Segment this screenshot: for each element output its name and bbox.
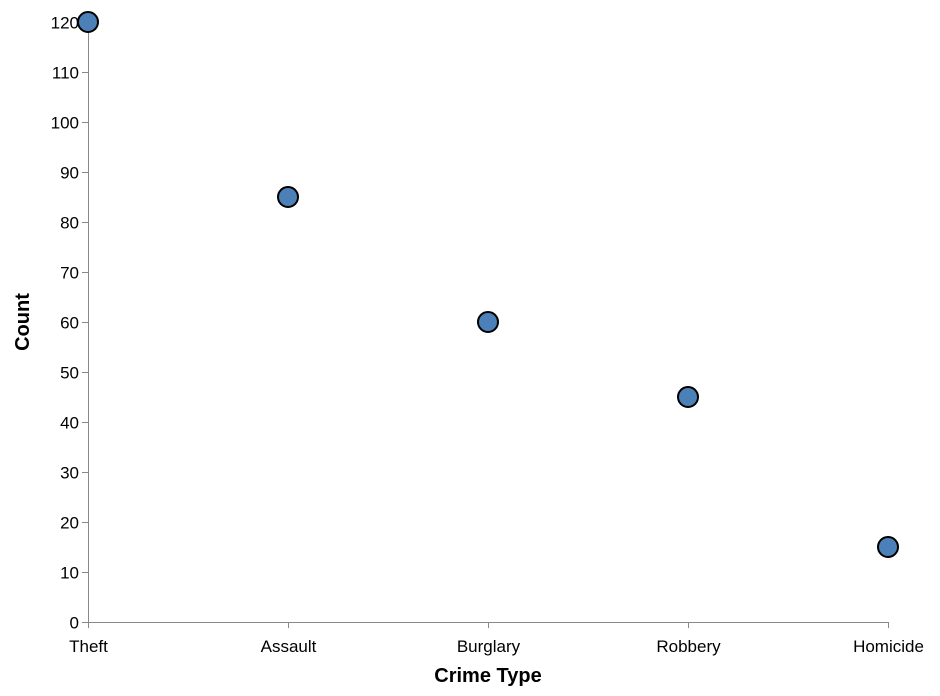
y-tick-label: 120	[51, 14, 79, 33]
data-point-homicide	[877, 536, 899, 558]
y-tick-label: 70	[60, 264, 79, 283]
data-points	[77, 11, 899, 558]
y-tick-label: 60	[60, 314, 79, 333]
y-tick-label: 20	[60, 514, 79, 533]
x-tick-label: Burglary	[457, 637, 521, 656]
y-tick-label: 10	[60, 564, 79, 583]
x-axis-title: Crime Type	[434, 665, 541, 687]
x-tick-label: Robbery	[656, 637, 721, 656]
y-tick-label: 50	[60, 364, 79, 383]
y-tick-label: 100	[51, 114, 79, 133]
x-tick-label: Homicide	[853, 637, 924, 656]
data-point-burglary	[477, 311, 499, 333]
data-point-assault	[277, 186, 299, 208]
y-tick-label: 0	[70, 614, 79, 633]
y-tick-label: 30	[60, 464, 79, 483]
x-tick-label: Theft	[69, 637, 108, 656]
data-point-robbery	[677, 386, 699, 408]
x-tick-label: Assault	[261, 637, 317, 656]
y-tick-label: 80	[60, 214, 79, 233]
y-axis-title: Count	[12, 293, 34, 351]
y-tick-label: 40	[60, 414, 79, 433]
y-tick-label: 90	[60, 164, 79, 183]
y-axis: 0 10 20 30 40 50 60 70 80 90 100 110 120	[51, 14, 89, 633]
x-axis: Theft Assault Burglary Robbery Homicide	[69, 622, 924, 656]
data-point-theft	[77, 11, 99, 33]
y-tick-label: 110	[52, 64, 79, 83]
